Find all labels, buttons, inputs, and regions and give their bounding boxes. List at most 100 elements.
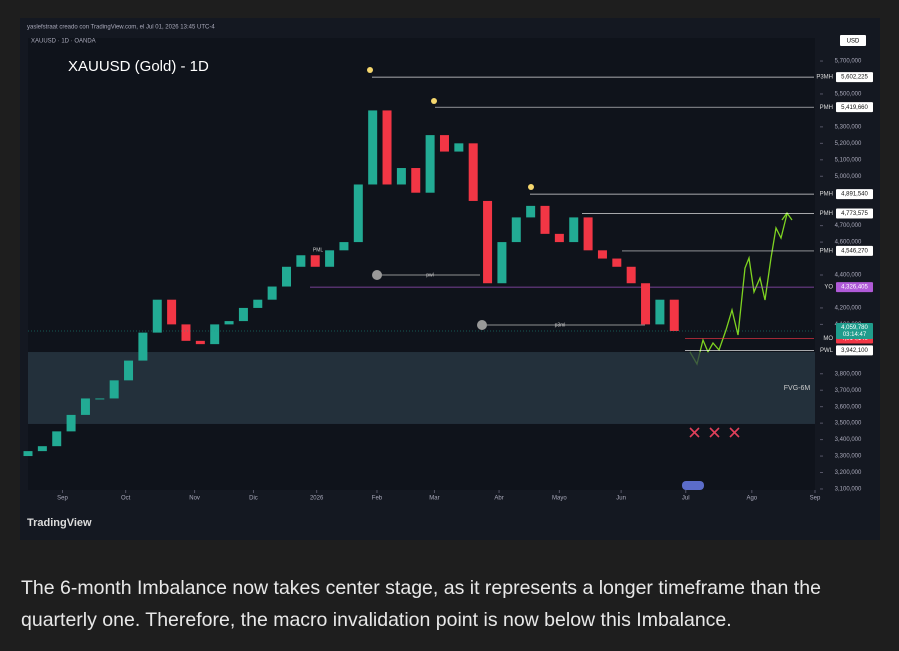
level-label: 4,326,405 bbox=[841, 285, 868, 291]
x-mark bbox=[689, 427, 700, 438]
level-box bbox=[836, 282, 873, 293]
last-price-label: 4,059,780 bbox=[841, 325, 868, 331]
candle bbox=[626, 266, 636, 284]
candle bbox=[425, 135, 435, 193]
level-label: 4,891,540 bbox=[841, 192, 868, 198]
x-tick-label: Sep bbox=[57, 496, 68, 502]
level-name: YO bbox=[824, 285, 833, 291]
candle bbox=[296, 255, 306, 267]
currency: USD bbox=[847, 39, 860, 45]
candle bbox=[210, 324, 220, 345]
x-tick-label: Mar bbox=[429, 496, 439, 502]
candle bbox=[396, 168, 406, 185]
level-name: P3MH bbox=[816, 75, 833, 81]
level-name: PMH bbox=[820, 211, 833, 217]
candle bbox=[95, 398, 105, 400]
level-label: 4,014,140 bbox=[841, 336, 868, 342]
candle bbox=[483, 200, 493, 284]
x-tick-label: Sep bbox=[810, 496, 821, 502]
x-tick-label: Oct bbox=[121, 496, 131, 502]
y-tick-label: 4,600,000 bbox=[835, 240, 862, 246]
x-tick-label: Ago bbox=[746, 496, 757, 502]
currency-box bbox=[840, 35, 866, 46]
bulb-icon bbox=[528, 184, 534, 190]
watermark: TradingView bbox=[27, 517, 92, 529]
candle bbox=[540, 205, 550, 234]
candle bbox=[612, 258, 622, 267]
zone-label: FVG-6M bbox=[784, 385, 811, 392]
candle bbox=[181, 324, 191, 341]
level-label: 5,419,660 bbox=[841, 105, 868, 111]
y-tick-label: 3,500,000 bbox=[835, 421, 862, 427]
candle bbox=[655, 299, 665, 325]
candle bbox=[597, 250, 607, 259]
x-tick-label: Jun bbox=[616, 496, 626, 502]
level-box bbox=[836, 189, 873, 200]
candle bbox=[282, 266, 292, 287]
candle bbox=[439, 135, 449, 152]
x-mark bbox=[709, 427, 720, 438]
candle bbox=[468, 143, 478, 201]
level-label: 5,602,225 bbox=[841, 75, 868, 81]
y-tick-label: 5,500,000 bbox=[835, 92, 862, 98]
candle bbox=[382, 110, 392, 185]
markers bbox=[372, 270, 645, 330]
candle bbox=[23, 451, 33, 457]
candle bbox=[411, 168, 421, 193]
candle bbox=[569, 217, 579, 243]
credit: yaslefstraat creado con TradingView.com,… bbox=[27, 25, 215, 31]
candle bbox=[339, 242, 349, 251]
y-tick-label: 3,200,000 bbox=[835, 470, 862, 476]
candle bbox=[138, 332, 148, 361]
candle bbox=[195, 340, 205, 345]
annotation: PML bbox=[313, 247, 324, 253]
x-tick-label: Feb bbox=[372, 496, 383, 502]
bulb-icon bbox=[431, 98, 437, 104]
y-tick-label: 5,000,000 bbox=[835, 174, 862, 180]
candle bbox=[37, 446, 47, 452]
level-label: 4,546,270 bbox=[841, 249, 868, 255]
candle bbox=[526, 205, 536, 218]
y-tick-label: 4,700,000 bbox=[835, 223, 862, 229]
level-label: 3,942,100 bbox=[841, 348, 868, 354]
countdown: 03:14:47 bbox=[843, 332, 867, 338]
level-box bbox=[836, 345, 873, 356]
x-tick-label: Mayo bbox=[552, 496, 567, 502]
x-marks bbox=[689, 427, 740, 438]
caption: The 6-month Imbalance now takes center s… bbox=[21, 577, 821, 631]
y-tick-label: 4,400,000 bbox=[835, 273, 862, 279]
x-tick-label: Jul bbox=[682, 496, 690, 502]
level-label: 4,773,575 bbox=[841, 211, 868, 217]
candle bbox=[124, 360, 134, 381]
fvg-zone bbox=[28, 352, 815, 424]
y-tick-label: 5,300,000 bbox=[835, 124, 862, 130]
chart-title: XAUUSD (Gold) - 1D bbox=[68, 58, 209, 75]
marker-dot bbox=[372, 270, 382, 280]
candle bbox=[325, 250, 335, 267]
candle bbox=[52, 431, 62, 447]
candle bbox=[267, 286, 277, 300]
x-tick-label: 2026 bbox=[310, 496, 324, 502]
y-tick-label: 3,300,000 bbox=[835, 454, 862, 460]
bulb-icon bbox=[367, 67, 373, 73]
projection-path bbox=[689, 213, 788, 366]
candle bbox=[224, 321, 234, 325]
candle bbox=[511, 217, 521, 243]
marker-dot bbox=[477, 320, 487, 330]
projection-arrow bbox=[781, 211, 793, 221]
symbol-line: XAUUSD · 1D · OANDA bbox=[31, 39, 96, 45]
level-box bbox=[836, 245, 873, 256]
candle bbox=[554, 233, 564, 243]
level-name: PMH bbox=[820, 105, 833, 111]
candle bbox=[80, 398, 90, 415]
candle bbox=[109, 380, 119, 399]
level-name: PMH bbox=[820, 249, 833, 255]
y-tick-label: 5,100,000 bbox=[835, 157, 862, 163]
y-tick-label: 3,600,000 bbox=[835, 404, 862, 410]
annotation: pwl bbox=[426, 272, 434, 278]
event-badge bbox=[682, 481, 704, 490]
x-tick-label: Nov bbox=[189, 496, 200, 502]
y-tick-label: 5,200,000 bbox=[835, 141, 862, 147]
y-tick-label: 4,200,000 bbox=[835, 306, 862, 312]
